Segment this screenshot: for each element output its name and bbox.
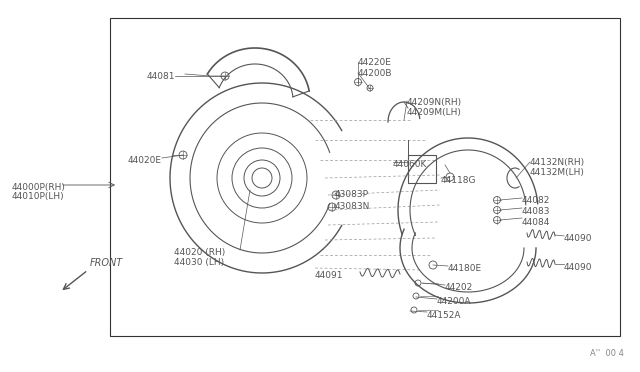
- Circle shape: [179, 151, 187, 159]
- Circle shape: [413, 293, 419, 299]
- Text: 44084: 44084: [522, 218, 550, 227]
- Text: 44030 (LH): 44030 (LH): [174, 258, 224, 267]
- Text: 44220E: 44220E: [358, 58, 392, 67]
- Circle shape: [429, 261, 437, 269]
- Bar: [110, 18, 620, 336]
- Text: 44200A: 44200A: [437, 297, 472, 306]
- Circle shape: [367, 85, 373, 91]
- Text: 44152A: 44152A: [427, 311, 461, 320]
- Circle shape: [221, 72, 229, 80]
- Circle shape: [355, 78, 362, 86]
- Circle shape: [411, 307, 417, 313]
- Text: FRONT: FRONT: [90, 258, 124, 268]
- Text: 44209N(RH): 44209N(RH): [407, 98, 462, 107]
- Circle shape: [328, 203, 336, 211]
- Circle shape: [493, 196, 500, 203]
- Text: 44202: 44202: [445, 283, 473, 292]
- Text: 44090: 44090: [564, 263, 593, 272]
- Text: 44180E: 44180E: [448, 264, 482, 273]
- Text: 44118G: 44118G: [441, 176, 477, 185]
- Text: 44020 (RH): 44020 (RH): [174, 248, 225, 257]
- Circle shape: [415, 280, 421, 286]
- Text: 44132M(LH): 44132M(LH): [530, 168, 585, 177]
- Text: 44083: 44083: [522, 207, 550, 216]
- Circle shape: [493, 217, 500, 224]
- Text: 44081: 44081: [147, 72, 175, 81]
- Bar: [408, 155, 436, 183]
- Text: 44132N(RH): 44132N(RH): [530, 158, 585, 167]
- Text: 44082: 44082: [522, 196, 550, 205]
- Text: 44091: 44091: [314, 271, 343, 280]
- Text: 43083P: 43083P: [335, 190, 369, 199]
- Text: 44020E: 44020E: [128, 156, 162, 165]
- Text: 44209M(LH): 44209M(LH): [407, 108, 462, 117]
- Circle shape: [332, 191, 340, 199]
- Text: 44090: 44090: [564, 234, 593, 243]
- Text: 44060K: 44060K: [393, 160, 428, 169]
- Text: A''  00 4: A'' 00 4: [590, 349, 624, 358]
- Text: 43083N: 43083N: [335, 202, 371, 211]
- Circle shape: [446, 173, 454, 181]
- Text: 44010P(LH): 44010P(LH): [12, 192, 65, 201]
- Text: 44000P(RH): 44000P(RH): [12, 183, 66, 192]
- Circle shape: [493, 206, 500, 214]
- Text: 44200B: 44200B: [358, 69, 392, 78]
